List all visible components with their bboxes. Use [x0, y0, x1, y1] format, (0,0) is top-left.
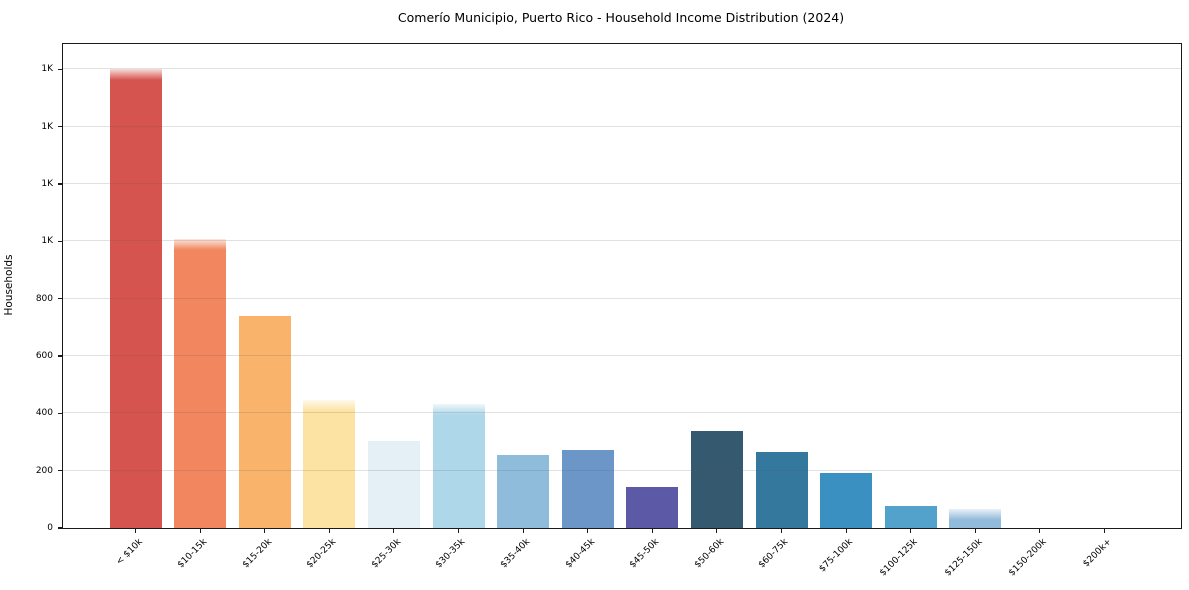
x-tick — [393, 528, 395, 533]
y-tick-label: 400 — [35, 408, 53, 419]
x-tick — [199, 528, 201, 533]
gridline — [63, 297, 1181, 299]
x-tick — [1039, 528, 1041, 533]
y-tick — [58, 183, 63, 185]
y-tick-label: 600 — [35, 350, 53, 361]
x-tick-label: $75-100k — [817, 537, 856, 575]
gridline — [63, 240, 1181, 242]
x-tick — [264, 528, 266, 533]
bar — [690, 430, 743, 528]
x-tick-label: $125-150k — [942, 537, 985, 579]
x-tick-label: $15-20k — [240, 537, 274, 571]
y-axis-label: Households — [3, 254, 15, 316]
y-tick — [58, 527, 63, 529]
x-tick — [780, 528, 783, 533]
gridline — [63, 125, 1181, 127]
bar — [820, 472, 873, 528]
y-tick — [58, 68, 63, 70]
x-tick-label: $45-50k — [628, 537, 662, 571]
x-tick-label: $35-40k — [498, 537, 533, 571]
bar — [949, 509, 1002, 528]
x-tick-label: $150-200k — [1007, 537, 1049, 579]
x-tick — [134, 528, 137, 533]
y-tick-label: 1K — [41, 178, 53, 189]
bar — [174, 239, 227, 528]
chart-title: Comerío Municipio, Puerto Rico - Househo… — [397, 10, 845, 25]
gridline — [63, 354, 1181, 356]
y-tick-label: 1K — [41, 121, 53, 132]
x-tick — [522, 528, 524, 533]
y-tick-label: 800 — [35, 293, 53, 304]
plot-area: 0 200 400 600 800 1K 1K 1K 1K < $10k $10-15k $15-2… — [36, 43, 1182, 578]
y-tick-label: 200 — [35, 465, 53, 476]
x-tick — [587, 528, 589, 533]
bar — [497, 454, 550, 528]
y-tick — [58, 412, 63, 414]
gridline — [63, 182, 1181, 184]
x-tick — [716, 528, 718, 533]
x-tick-label: $200k+ — [1081, 537, 1114, 570]
gridline — [63, 412, 1181, 414]
x-tick-label: < $10k — [114, 537, 145, 568]
y-tick — [58, 125, 63, 128]
y-tick — [58, 240, 63, 242]
y-tick-label: 1K — [41, 64, 53, 75]
bar — [367, 440, 420, 528]
x-tick-label: $20-25k — [305, 537, 339, 571]
bar — [755, 451, 808, 528]
bar — [238, 315, 291, 528]
x-tick — [845, 528, 847, 533]
x-tick — [457, 528, 460, 533]
x-tick — [651, 528, 653, 533]
bar — [626, 487, 679, 528]
gridline — [63, 469, 1181, 471]
bar — [432, 403, 485, 528]
x-tick-label: $10-15k — [175, 537, 210, 571]
bar — [884, 506, 937, 528]
x-tick — [910, 528, 912, 533]
x-tick-label: $60-75k — [757, 537, 791, 571]
y-tick — [58, 298, 63, 300]
bar — [303, 400, 356, 528]
x-tick-labels: < $10k $10-15k $15-20k $20-25k $25-30k $30-35… — [63, 528, 1181, 588]
x-tick-label: $30-35k — [434, 537, 468, 571]
bar — [109, 68, 162, 528]
gridline — [63, 68, 1181, 70]
x-tick — [1103, 528, 1106, 533]
y-tick — [58, 355, 63, 357]
bar — [561, 450, 614, 528]
y-tick-label: 0 — [47, 523, 53, 533]
x-tick-label: $25-30k — [369, 537, 403, 571]
y-tick — [58, 470, 63, 472]
x-tick-label: $100-125k — [878, 537, 920, 579]
x-tick — [974, 528, 976, 533]
x-tick-label: $40-45k — [563, 537, 597, 571]
x-tick — [328, 528, 330, 533]
x-tick-label: $50-60k — [692, 537, 726, 571]
y-tick-label: 1K — [41, 236, 53, 247]
